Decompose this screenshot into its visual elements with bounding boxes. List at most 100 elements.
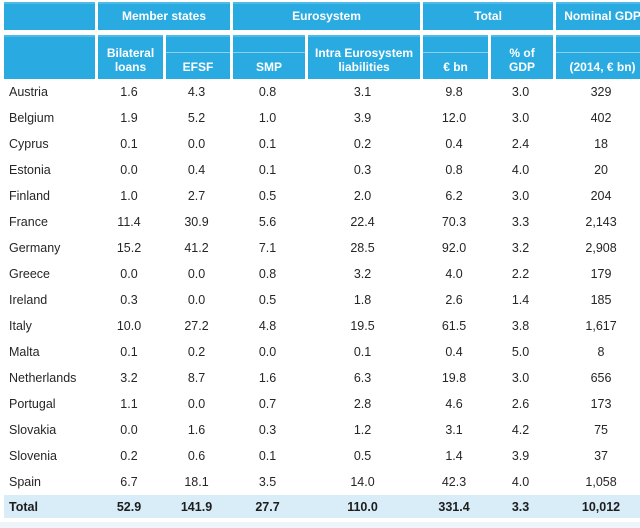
- row-value-cell: 3.0: [511, 371, 530, 385]
- row-value-cell: 92.0: [441, 241, 467, 255]
- row-value-cell: 0.8: [445, 163, 463, 177]
- row-value-cell: 0.8: [258, 267, 277, 281]
- row-value-cell: 3.1: [353, 85, 372, 99]
- row-value-cell: 2.4: [511, 137, 530, 151]
- row-value-cell: 42.3: [441, 475, 467, 489]
- row-value-cell: 3.3: [488, 495, 554, 518]
- row-value-cell: 0.1: [258, 137, 277, 151]
- row-value-cell: 3.3: [511, 215, 530, 229]
- row-value-cell: 0.5: [258, 189, 277, 203]
- row-value-cell: 1.4: [511, 293, 530, 307]
- col-group-total: Total: [420, 2, 554, 30]
- row-value-cell: 30.9: [184, 215, 209, 229]
- header-gap: [4, 30, 640, 35]
- row-value-cell: 4.0: [511, 475, 530, 489]
- table-row: Malta 0.1 0.2 0.0 0.1 0.4 5.0 8: [4, 339, 640, 365]
- col-header-nominal-gdp-2014: (2014, € bn): [553, 35, 640, 79]
- row-country-label: Netherlands: [9, 371, 77, 385]
- row-value-cell: 3.0: [511, 85, 530, 99]
- row-value-cell: 2,908: [585, 241, 617, 255]
- row-value-cell: 2.7: [187, 189, 206, 203]
- row-value-cell: 1,617: [585, 319, 617, 333]
- row-value-cell: 3.0: [511, 189, 530, 203]
- row-value-cell: 0.0: [187, 397, 206, 411]
- row-value-cell: 0.0: [187, 267, 206, 281]
- row-value-cell: 0.0: [120, 267, 138, 281]
- table-row: Germany 15.2 41.2 7.1 28.5 92.0 3.2 2,908: [4, 235, 640, 261]
- row-value-cell: 75: [594, 423, 608, 437]
- subheader-corner-cell: [4, 35, 95, 79]
- row-value-cell: 0.4: [445, 137, 463, 151]
- row-value-cell: 0.1: [258, 163, 277, 177]
- row-value-cell: 185: [590, 293, 612, 307]
- row-value-cell: 27.7: [230, 495, 306, 518]
- row-value-cell: 1,058: [585, 475, 617, 489]
- table-row: Slovakia 0.0 1.6 0.3 1.2 3.1 4.2 75: [4, 417, 640, 443]
- row-value-cell: 3.2: [353, 267, 372, 281]
- row-value-cell: 11.4: [117, 215, 141, 229]
- row-value-cell: 3.2: [511, 241, 530, 255]
- row-value-cell: 6.7: [120, 475, 138, 489]
- row-value-cell: 0.1: [120, 345, 138, 359]
- row-value-cell: 6.3: [353, 371, 372, 385]
- col-header-eur-bn: € bn: [420, 35, 489, 79]
- row-value-cell: 0.0: [120, 423, 138, 437]
- row-value-cell: 0.2: [120, 449, 138, 463]
- row-value-cell: 141.9: [163, 495, 231, 518]
- row-value-cell: 0.0: [187, 293, 206, 307]
- row-country-label: Slovakia: [9, 423, 57, 437]
- row-value-cell: 5.6: [258, 215, 277, 229]
- total-row: Total 52.9 141.9 27.7 110.0 331.4 3.3 10,012: [4, 495, 640, 518]
- row-country-label: Spain: [9, 475, 41, 489]
- row-value-cell: 70.3: [441, 215, 467, 229]
- header-corner-cell: [4, 2, 95, 30]
- row-country-label: Finland: [9, 189, 50, 203]
- row-value-cell: 37: [594, 449, 608, 463]
- row-value-cell: 8: [597, 345, 605, 359]
- table-row: Greece 0.0 0.0 0.8 3.2 4.0 2.2 179: [4, 261, 640, 287]
- col-header-efsf: EFSF: [163, 35, 231, 79]
- row-value-cell: 1.1: [120, 397, 138, 411]
- row-value-cell: 0.3: [120, 293, 138, 307]
- row-value-cell: 41.2: [184, 241, 209, 255]
- row-value-cell: 0.3: [353, 163, 372, 177]
- row-value-cell: 0.3: [258, 423, 277, 437]
- row-value-cell: 18: [594, 137, 608, 151]
- col-group-member-states: Member states: [95, 2, 231, 30]
- row-value-cell: 0.0: [258, 345, 277, 359]
- row-value-cell: 14.0: [350, 475, 375, 489]
- row-value-cell: 10.0: [116, 319, 142, 333]
- row-value-cell: 329: [590, 85, 612, 99]
- table-row: Estonia 0.0 0.4 0.1 0.3 0.8 4.0 20: [4, 157, 640, 183]
- row-value-cell: 0.1: [258, 449, 277, 463]
- row-country-label: Greece: [9, 267, 50, 281]
- row-value-cell: 3.8: [511, 319, 530, 333]
- row-value-cell: 1.4: [445, 449, 463, 463]
- row-country-label: Germany: [9, 241, 61, 255]
- row-value-cell: 1.8: [353, 293, 372, 307]
- row-value-cell: 0.1: [353, 345, 372, 359]
- table-row: Belgium 1.9 5.2 1.0 3.9 12.0 3.0 402: [4, 105, 640, 131]
- col-header-smp: SMP: [230, 35, 306, 79]
- row-value-cell: 179: [590, 267, 612, 281]
- table-row: Finland 1.0 2.7 0.5 2.0 6.2 3.0 204: [4, 183, 640, 209]
- bottom-strip: [0, 522, 640, 528]
- row-value-cell: 1.0: [120, 189, 138, 203]
- col-group-nominal-gdp: Nominal GDP: [553, 2, 640, 30]
- row-value-cell: 20: [594, 163, 608, 177]
- row-value-cell: 0.1: [120, 137, 138, 151]
- row-value-cell: 0.4: [187, 163, 206, 177]
- table-row: Italy 10.0 27.2 4.8 19.5 61.5 3.8 1,617: [4, 313, 640, 339]
- row-value-cell: 3.9: [511, 449, 530, 463]
- row-value-cell: 4.6: [445, 397, 463, 411]
- row-country-label: France: [9, 215, 48, 229]
- col-group-eurosystem: Eurosystem: [230, 2, 421, 30]
- row-value-cell: 3.1: [445, 423, 463, 437]
- row-country-label: Slovenia: [9, 449, 57, 463]
- row-value-cell: 3.9: [353, 111, 372, 125]
- row-country-label: Malta: [9, 345, 40, 359]
- row-value-cell: 2.8: [353, 397, 372, 411]
- row-value-cell: 15.2: [116, 241, 142, 255]
- row-value-cell: 19.5: [350, 319, 375, 333]
- row-value-cell: 0.2: [187, 345, 206, 359]
